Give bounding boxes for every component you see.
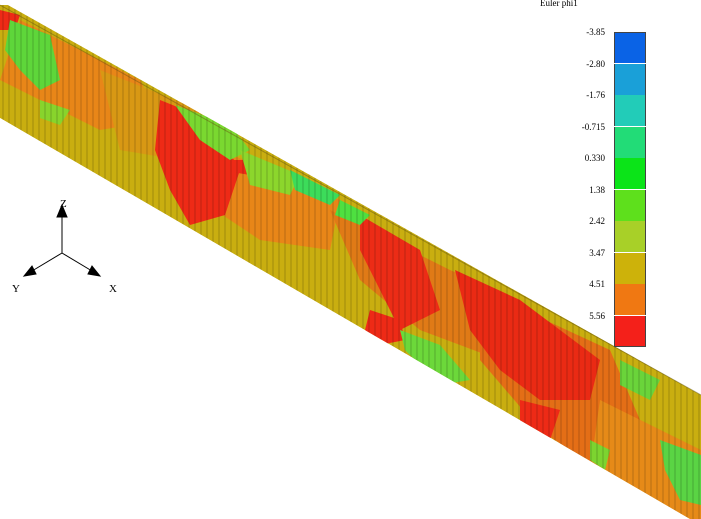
- legend-swatch: [614, 315, 646, 347]
- legend-swatch: [614, 95, 646, 126]
- orientation-map: [0, 5, 701, 519]
- legend-tick-label: -1.76: [586, 90, 605, 100]
- legend-swatch: [614, 158, 646, 189]
- legend-tick-label: 3.47: [589, 247, 605, 258]
- y-axis-label: Y: [12, 283, 20, 295]
- legend-tick-label: -3.85: [586, 27, 605, 37]
- legend-tick-label: -2.80: [586, 58, 605, 69]
- legend-tick-label: 4.51: [589, 279, 605, 289]
- legend-tick-label: 1.38: [589, 184, 605, 195]
- legend-swatch: [614, 221, 646, 252]
- legend-tick-label: -0.715: [581, 121, 605, 132]
- z-axis-label: Z: [60, 198, 67, 210]
- legend-swatch: [614, 63, 646, 95]
- legend-title: Euler phi1: [540, 0, 578, 8]
- legend-swatch: [614, 189, 646, 221]
- legend-tick-label: 5.56: [589, 310, 605, 321]
- axis-triad: [22, 203, 102, 277]
- legend-swatch: [614, 32, 646, 63]
- legend-tick-label: 0.330: [584, 153, 605, 163]
- legend-tick-label: 2.42: [589, 216, 605, 226]
- legend-swatch: [614, 126, 646, 158]
- legend-swatch: [614, 284, 646, 315]
- legend-swatch: [614, 252, 646, 284]
- x-axis-label: X: [109, 283, 117, 295]
